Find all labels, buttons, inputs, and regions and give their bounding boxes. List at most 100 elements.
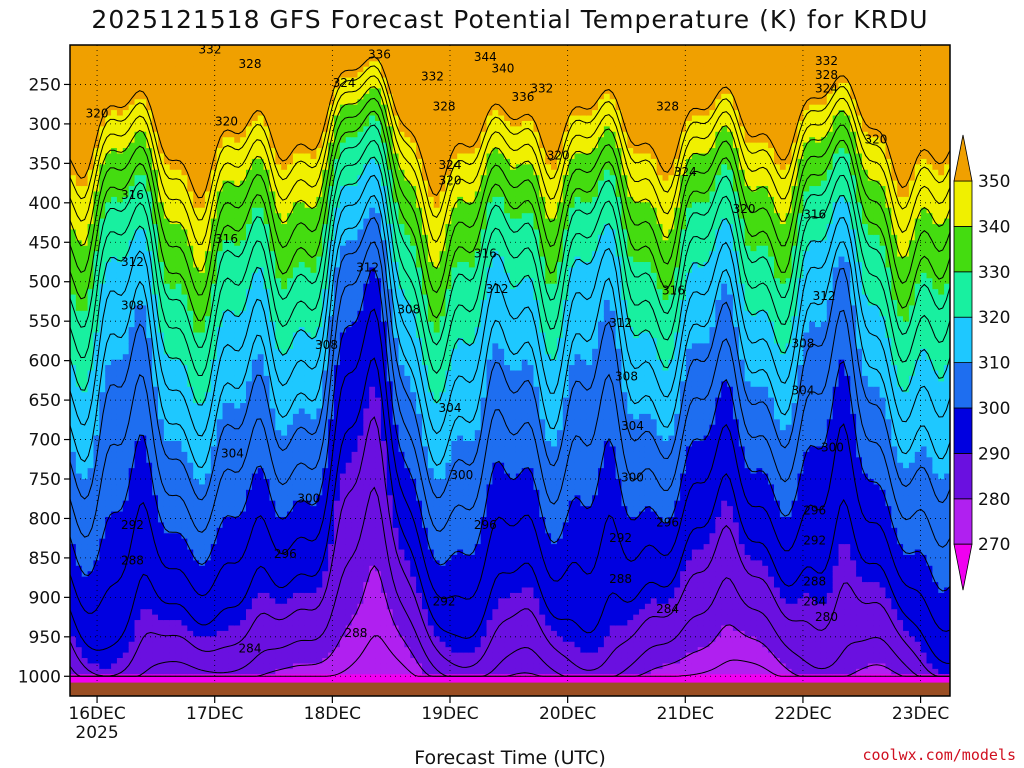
heatmap-cell xyxy=(298,495,306,502)
heatmap-cell xyxy=(116,321,124,328)
heatmap-cell xyxy=(111,202,118,209)
heatmap-cell xyxy=(240,213,247,220)
heatmap-cell xyxy=(292,164,300,171)
heatmap-cell xyxy=(216,45,224,52)
heatmap-cell xyxy=(310,55,317,62)
heatmap-cell xyxy=(257,99,265,106)
heatmap-cell xyxy=(287,500,294,507)
heatmap-cell xyxy=(152,560,159,567)
heatmap-cell xyxy=(169,88,177,95)
heatmap-cell xyxy=(99,234,106,241)
heatmap-cell xyxy=(75,359,83,366)
heatmap-cell xyxy=(75,202,83,209)
heatmap-cell xyxy=(222,348,229,355)
heatmap-cell xyxy=(257,560,265,567)
heatmap-cell xyxy=(146,446,153,453)
heatmap-cell xyxy=(216,544,224,551)
heatmap-cell xyxy=(87,603,95,610)
heatmap-cell xyxy=(204,370,212,377)
heatmap-cell xyxy=(128,283,136,290)
heatmap-cell xyxy=(122,104,130,111)
heatmap-cell xyxy=(234,305,241,312)
heatmap-cell xyxy=(240,131,247,138)
heatmap-cell xyxy=(204,321,212,328)
heatmap-cell xyxy=(146,148,153,155)
heatmap-cell xyxy=(204,538,212,545)
heatmap-cell xyxy=(228,663,235,670)
heatmap-cell xyxy=(204,50,212,57)
heatmap-cell xyxy=(146,343,153,350)
heatmap-cell xyxy=(75,375,83,382)
heatmap-cell xyxy=(70,234,77,241)
heatmap-cell xyxy=(163,55,171,62)
heatmap-cell xyxy=(298,61,306,68)
heatmap-cell xyxy=(140,663,147,670)
heatmap-cell xyxy=(140,446,147,453)
heatmap-cell xyxy=(122,142,130,149)
heatmap-cell xyxy=(304,674,312,681)
heatmap-cell xyxy=(234,365,241,372)
heatmap-cell xyxy=(175,213,183,220)
heatmap-cell xyxy=(134,321,141,328)
heatmap-cell xyxy=(134,500,141,507)
heatmap-cell xyxy=(228,72,235,79)
heatmap-cell xyxy=(275,658,282,665)
heatmap-cell xyxy=(158,397,165,404)
heatmap-cell xyxy=(240,310,247,317)
heatmap-cell xyxy=(310,191,317,198)
heatmap-cell xyxy=(122,202,130,209)
heatmap-cell xyxy=(122,321,130,328)
heatmap-cell xyxy=(234,343,241,350)
heatmap-cell xyxy=(75,137,83,144)
heatmap-cell xyxy=(304,245,312,252)
heatmap-cell xyxy=(128,641,136,648)
heatmap-cell xyxy=(99,441,106,448)
heatmap-cell xyxy=(251,104,259,111)
heatmap-cell xyxy=(99,419,106,426)
heatmap-cell xyxy=(199,251,206,258)
heatmap-cell xyxy=(216,419,224,426)
heatmap-cell xyxy=(81,224,89,231)
heatmap-cell xyxy=(257,55,265,62)
heatmap-cell xyxy=(134,240,141,247)
heatmap-cell xyxy=(116,365,124,372)
heatmap-cell xyxy=(152,142,159,149)
heatmap-cell xyxy=(193,457,200,464)
heatmap-cell xyxy=(169,441,177,448)
heatmap-cell xyxy=(216,489,224,496)
heatmap-cell xyxy=(169,207,177,214)
heatmap-cell xyxy=(292,218,300,225)
heatmap-cell xyxy=(210,72,218,79)
heatmap-cell xyxy=(251,625,259,632)
heatmap-cell xyxy=(216,66,224,73)
heatmap-cell xyxy=(163,403,171,410)
heatmap-cell xyxy=(269,115,276,122)
heatmap-cell xyxy=(163,148,171,155)
heatmap-cell xyxy=(269,251,276,258)
heatmap-cell xyxy=(146,565,153,572)
heatmap-cell xyxy=(181,479,188,486)
heatmap-cell xyxy=(152,305,159,312)
heatmap-cell xyxy=(75,620,83,627)
heatmap-cell xyxy=(251,636,259,643)
heatmap-cell xyxy=(281,120,288,127)
heatmap-cell xyxy=(310,234,317,241)
heatmap-cell xyxy=(181,533,188,540)
heatmap-cell xyxy=(163,278,171,285)
heatmap-cell xyxy=(111,582,118,589)
heatmap-cell xyxy=(158,647,165,654)
heatmap-cell xyxy=(175,462,183,469)
heatmap-cell xyxy=(152,544,159,551)
heatmap-cell xyxy=(240,446,247,453)
heatmap-cell xyxy=(70,229,77,236)
heatmap-cell xyxy=(292,630,300,637)
heatmap-cell xyxy=(292,158,300,165)
heatmap-cell xyxy=(81,229,89,236)
heatmap-cell xyxy=(216,61,224,68)
heatmap-cell xyxy=(193,495,200,502)
heatmap-cell xyxy=(216,630,224,637)
heatmap-cell xyxy=(163,224,171,231)
heatmap-cell xyxy=(251,316,259,323)
heatmap-cell xyxy=(158,186,165,193)
heatmap-cell xyxy=(105,180,112,187)
